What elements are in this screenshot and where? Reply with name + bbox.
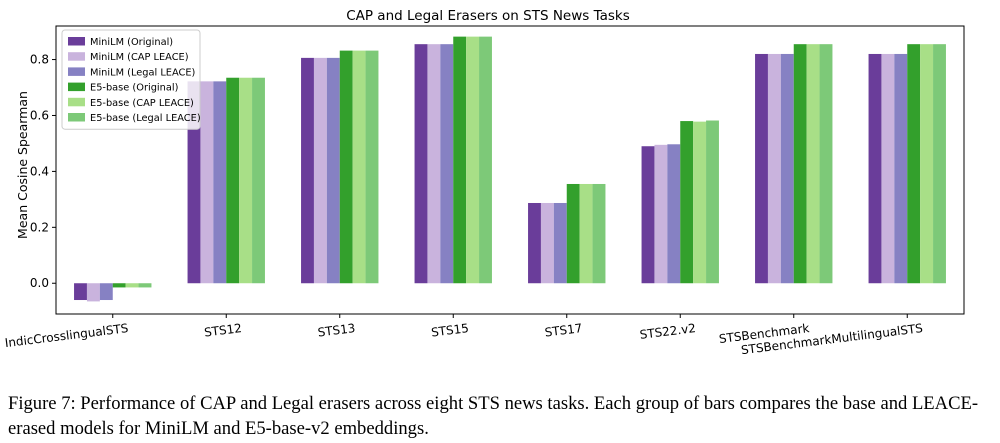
legend-swatch — [68, 67, 85, 76]
bar — [907, 44, 921, 284]
y-tick-label: 0.4 — [30, 164, 49, 178]
legend-label: E5-base (CAP LEACE) — [90, 98, 194, 109]
bar — [592, 183, 606, 284]
x-tick-label: STS12 — [203, 321, 242, 340]
bar — [793, 44, 807, 284]
legend-swatch — [68, 82, 85, 92]
bar — [579, 183, 593, 284]
bar — [187, 81, 201, 284]
bar — [466, 36, 480, 284]
bar — [365, 50, 379, 284]
bar — [667, 144, 681, 284]
x-tick-label: STS17 — [544, 321, 583, 340]
x-tick-label: STS22.v2 — [639, 321, 697, 342]
bar — [427, 44, 441, 284]
bar — [226, 77, 240, 284]
bar — [767, 53, 781, 284]
bar — [680, 121, 694, 284]
bar — [920, 44, 934, 284]
bar — [868, 53, 882, 284]
bar — [200, 81, 214, 284]
x-axis-ticks: IndicCrosslingualSTS STS12 STS13 STS15 STS17… — [4, 314, 924, 357]
bar — [99, 283, 113, 301]
bar — [641, 146, 655, 284]
bar — [654, 144, 668, 284]
bar — [933, 44, 946, 284]
bar — [213, 81, 227, 284]
x-tick-label: IndicCrosslingualSTS — [4, 321, 129, 350]
bar — [313, 57, 327, 284]
bar — [125, 283, 139, 288]
bar — [112, 283, 126, 288]
legend-swatch — [68, 37, 85, 46]
bar — [706, 120, 719, 284]
x-tick-label: STS15 — [430, 321, 469, 340]
chart-title: CAP and Legal Erasers on STS News Tasks — [346, 8, 630, 24]
legend-label: E5-base (Legal LEACE) — [90, 113, 201, 124]
bar — [806, 44, 820, 284]
bar — [894, 53, 908, 284]
bar — [540, 202, 554, 284]
bar — [693, 121, 707, 284]
y-axis-label: Mean Cosine Spearman — [15, 91, 30, 239]
bar — [138, 283, 152, 288]
bar — [780, 53, 794, 284]
bar — [440, 44, 454, 284]
bar — [339, 50, 353, 284]
y-tick-label: 0.2 — [30, 220, 49, 234]
bar — [453, 36, 467, 284]
bar — [528, 202, 541, 284]
legend: MiniLM (Original) MiniLM (CAP LEACE) MiniL… — [61, 29, 201, 130]
bar — [414, 44, 428, 284]
chart: CAP and Legal Erasers on STS News Tasks … — [4, 8, 965, 357]
legend-label: MiniLM (Legal LEACE) — [90, 67, 195, 78]
bar — [86, 283, 100, 302]
bar — [239, 77, 253, 284]
bars-layer — [74, 36, 946, 302]
bar — [566, 183, 580, 284]
x-tick-label: STS13 — [317, 321, 356, 340]
legend-label: MiniLM (Original) — [90, 37, 173, 48]
bar — [352, 50, 366, 284]
bar — [881, 53, 895, 284]
bar — [301, 57, 314, 284]
bar — [74, 283, 87, 301]
legend-swatch — [68, 52, 85, 61]
y-tick-label: 0.6 — [30, 108, 49, 122]
bar — [755, 53, 768, 284]
y-axis-ticks: 0.0 0.2 0.4 0.6 0.8 — [30, 53, 56, 290]
legend-label: E5-base (Original) — [90, 83, 178, 94]
legend-label: MiniLM (CAP LEACE) — [90, 52, 189, 63]
legend-box — [61, 29, 201, 130]
bar — [553, 202, 567, 284]
legend-swatch — [68, 113, 85, 122]
bar — [252, 77, 265, 284]
plot-frame — [55, 25, 965, 315]
legend-swatch — [68, 97, 85, 107]
y-tick-label: 0.8 — [30, 53, 49, 67]
figure-caption: Figure 7: Performance of CAP and Legal e… — [8, 393, 979, 439]
bar — [326, 57, 340, 284]
y-tick-label: 0.0 — [30, 276, 49, 290]
bar — [479, 36, 492, 284]
bar — [819, 44, 833, 284]
